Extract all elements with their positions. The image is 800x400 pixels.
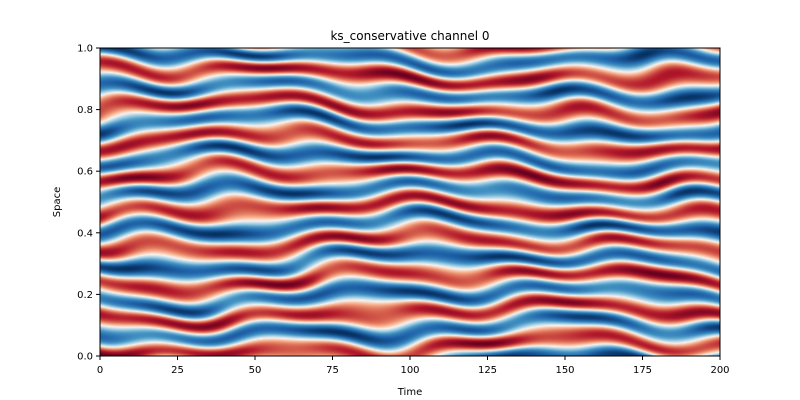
x-axis: 0 25 50 75 100 125 150 175 200	[97, 356, 730, 376]
x-tick-label: 200	[710, 365, 729, 376]
y-tick-label: 0.8	[77, 105, 93, 116]
heatmap-canvas	[100, 48, 720, 356]
x-axis-label: Time	[397, 387, 422, 398]
x-tick-label: 100	[400, 365, 419, 376]
x-tick-label: 175	[633, 365, 652, 376]
x-tick-label: 0	[97, 365, 103, 376]
chart-title: ks_conservative channel 0	[330, 29, 489, 43]
y-axis: 0.0 0.2 0.4 0.6 0.8 1.0	[77, 44, 100, 363]
y-tick-label: 0.2	[77, 290, 93, 301]
x-tick-label: 50	[249, 365, 262, 376]
x-tick-label: 125	[478, 365, 497, 376]
x-tick-label: 150	[555, 365, 574, 376]
x-tick-label: 25	[171, 365, 184, 376]
y-tick-label: 1.0	[77, 44, 93, 55]
y-tick-label: 0.4	[77, 228, 93, 239]
x-tick-label: 75	[326, 365, 339, 376]
y-axis-label: Space	[52, 187, 63, 217]
plot-area	[99, 47, 721, 357]
y-tick-label: 0.6	[77, 167, 93, 178]
y-tick-label: 0.0	[77, 352, 93, 363]
